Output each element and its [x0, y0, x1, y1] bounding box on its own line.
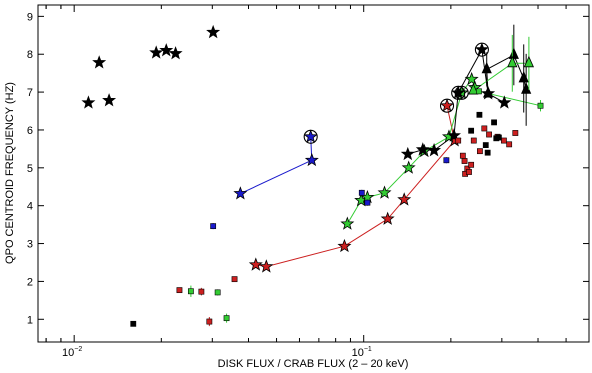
triangle-point: [481, 61, 492, 74]
square-point: [231, 276, 238, 283]
star-point: [440, 98, 455, 112]
star-point: [340, 216, 355, 230]
square-point: [537, 102, 544, 109]
y-tick-label: 8: [27, 49, 33, 61]
triangle-point: [507, 55, 518, 68]
square-point: [506, 141, 513, 148]
square-point: [206, 318, 213, 325]
y-tick-label: 2: [27, 276, 33, 288]
star-point: [397, 192, 412, 206]
plot-frame: [37, 4, 590, 343]
star-point: [149, 45, 164, 59]
series-lines: [240, 48, 541, 268]
star-point: [415, 142, 430, 156]
star-point: [427, 143, 442, 157]
triangle-point: [508, 47, 519, 59]
y-tick-label: 4: [27, 201, 33, 213]
star-point: [474, 42, 489, 56]
triangle-point: [523, 55, 535, 68]
star-point: [401, 160, 416, 174]
y-tick-label: 3: [27, 239, 33, 251]
square-point: [455, 137, 462, 144]
x-tick-label: 10−1: [352, 346, 372, 359]
square-point: [210, 223, 217, 230]
circle-highlight: [303, 129, 318, 144]
star-point: [168, 46, 183, 60]
star-point: [497, 95, 512, 109]
y-tick-label: 7: [27, 87, 33, 99]
star-point: [81, 95, 96, 109]
series-line: [240, 136, 313, 195]
square-point: [476, 111, 483, 118]
series-marks: [81, 24, 544, 327]
square-point: [512, 130, 519, 136]
square-point: [470, 137, 477, 144]
square-point: [481, 125, 488, 132]
x-tick-label: 10−2: [62, 346, 82, 359]
square-point: [491, 119, 497, 126]
x-axis-title: DISK FLUX / CRAB FLUX (2 – 20 keV): [218, 358, 409, 370]
star-point: [259, 259, 274, 273]
circle-highlight: [474, 42, 489, 57]
square-point: [223, 315, 230, 322]
square-point: [495, 134, 502, 141]
y-tick-label: 5: [27, 163, 33, 175]
star-point: [451, 85, 466, 99]
square-point: [461, 158, 468, 164]
star-point: [206, 24, 221, 39]
star-point: [159, 43, 174, 57]
square-point: [468, 161, 475, 168]
star-point: [233, 186, 248, 200]
y-tick-label: 1: [27, 314, 33, 326]
circle-highlight: [439, 98, 455, 113]
square-point: [476, 88, 482, 95]
star-point: [92, 55, 107, 69]
square-point: [358, 189, 365, 196]
square-point: [484, 149, 491, 156]
square-point: [486, 131, 492, 138]
circle-highlight: [451, 85, 466, 100]
series-line: [255, 105, 456, 268]
square-point: [176, 287, 183, 294]
square-point: [501, 137, 507, 144]
y-tick-label: 9: [27, 11, 33, 23]
star-point: [464, 71, 479, 86]
triangle-point: [468, 83, 479, 95]
triangle-point: [518, 70, 529, 83]
series-line: [486, 54, 527, 94]
y-tick-label: 6: [27, 125, 33, 137]
star-point: [337, 238, 352, 253]
star-point: [446, 128, 461, 142]
square-point: [187, 288, 194, 295]
square-point: [482, 142, 489, 149]
y-axis-title: QPO CENTROID FREQUENCY (HZ): [4, 82, 16, 264]
square-point: [364, 199, 371, 206]
star-point: [102, 93, 117, 107]
triangle-point: [483, 86, 494, 98]
square-point: [468, 127, 475, 134]
square-point: [443, 157, 450, 164]
square-point: [466, 169, 472, 175]
star-point: [400, 146, 415, 161]
square-point: [130, 320, 137, 327]
star-point: [303, 129, 318, 143]
square-point: [214, 289, 221, 296]
star-point: [304, 152, 319, 167]
square-point: [477, 148, 483, 155]
series-line: [473, 62, 529, 92]
star-point: [248, 257, 263, 271]
axes: 1 2 3 4 5 6 7 8 9 10−2 10−1: [27, 5, 589, 359]
star-point: [377, 185, 392, 199]
star-point: [380, 211, 395, 225]
square-point: [198, 288, 205, 295]
square-point: [459, 152, 466, 159]
